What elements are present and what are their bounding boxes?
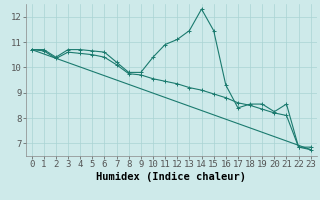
X-axis label: Humidex (Indice chaleur): Humidex (Indice chaleur)	[96, 172, 246, 182]
